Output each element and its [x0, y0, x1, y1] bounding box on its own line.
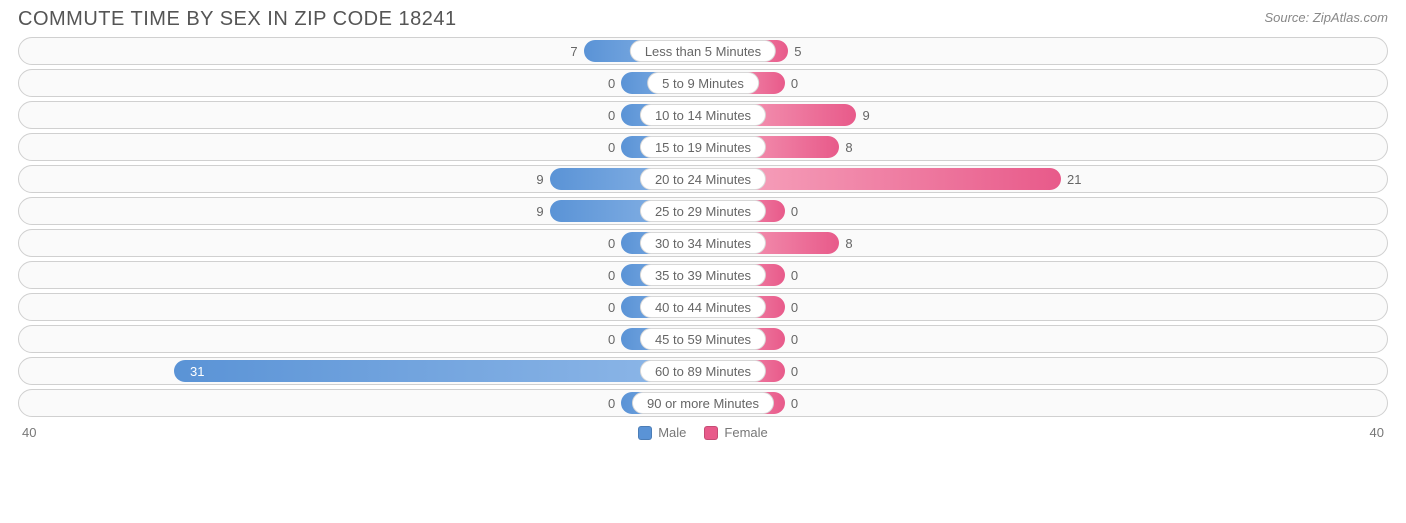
- chart-row: 0 8 15 to 19 Minutes: [18, 133, 1388, 161]
- value-male: 0: [608, 72, 615, 94]
- legend-label-female: Female: [724, 425, 767, 440]
- value-female: 0: [791, 200, 798, 222]
- axis-right-max: 40: [1370, 425, 1384, 440]
- category-label: 25 to 29 Minutes: [640, 200, 766, 222]
- value-male: 0: [608, 264, 615, 286]
- chart-title: COMMUTE TIME BY SEX IN ZIP CODE 18241: [18, 8, 457, 31]
- category-label: 45 to 59 Minutes: [640, 328, 766, 350]
- category-label: 35 to 39 Minutes: [640, 264, 766, 286]
- category-label: 60 to 89 Minutes: [640, 360, 766, 382]
- chart-footer: 40 Male Female 40: [0, 421, 1406, 440]
- chart-row: 7 5 Less than 5 Minutes: [18, 37, 1388, 65]
- chart-row: 0 0 35 to 39 Minutes: [18, 261, 1388, 289]
- legend-item-female: Female: [704, 425, 767, 440]
- chart-body: 7 5 Less than 5 Minutes 0 0 5 to 9 Minutes 0 9 1…: [0, 37, 1406, 417]
- value-male: 0: [608, 328, 615, 350]
- category-label: Less than 5 Minutes: [630, 40, 776, 62]
- value-male: 0: [608, 136, 615, 158]
- value-male: 7: [570, 40, 577, 62]
- bar-male: [174, 360, 703, 382]
- value-male: 0: [608, 296, 615, 318]
- legend-swatch-male: [638, 426, 652, 440]
- legend-swatch-female: [704, 426, 718, 440]
- chart-row: 0 0 40 to 44 Minutes: [18, 293, 1388, 321]
- chart-row: 0 0 5 to 9 Minutes: [18, 69, 1388, 97]
- chart-row: 31 0 60 to 89 Minutes: [18, 357, 1388, 385]
- value-female: 0: [791, 360, 798, 382]
- axis-left-max: 40: [22, 425, 36, 440]
- category-label: 10 to 14 Minutes: [640, 104, 766, 126]
- legend-label-male: Male: [658, 425, 686, 440]
- value-male: 0: [608, 232, 615, 254]
- category-label: 5 to 9 Minutes: [647, 72, 759, 94]
- value-male: 0: [608, 104, 615, 126]
- value-female: 0: [791, 296, 798, 318]
- chart-row: 0 9 10 to 14 Minutes: [18, 101, 1388, 129]
- value-male: 31: [190, 360, 204, 382]
- value-female: 21: [1067, 168, 1081, 190]
- value-female: 8: [845, 136, 852, 158]
- chart-row: 9 0 25 to 29 Minutes: [18, 197, 1388, 225]
- value-male: 0: [608, 392, 615, 414]
- category-label: 15 to 19 Minutes: [640, 136, 766, 158]
- chart-row: 0 8 30 to 34 Minutes: [18, 229, 1388, 257]
- value-female: 8: [845, 232, 852, 254]
- chart-source: Source: ZipAtlas.com: [1264, 8, 1388, 25]
- category-label: 20 to 24 Minutes: [640, 168, 766, 190]
- chart-row: 9 21 20 to 24 Minutes: [18, 165, 1388, 193]
- value-female: 5: [794, 40, 801, 62]
- category-label: 30 to 34 Minutes: [640, 232, 766, 254]
- category-label: 90 or more Minutes: [632, 392, 774, 414]
- value-male: 9: [536, 168, 543, 190]
- value-female: 0: [791, 328, 798, 350]
- value-female: 0: [791, 264, 798, 286]
- value-female: 0: [791, 392, 798, 414]
- legend: Male Female: [638, 425, 768, 440]
- value-female: 9: [862, 104, 869, 126]
- chart-header: COMMUTE TIME BY SEX IN ZIP CODE 18241 So…: [0, 0, 1406, 37]
- value-female: 0: [791, 72, 798, 94]
- value-male: 9: [536, 200, 543, 222]
- chart-row: 0 0 90 or more Minutes: [18, 389, 1388, 417]
- legend-item-male: Male: [638, 425, 686, 440]
- chart-row: 0 0 45 to 59 Minutes: [18, 325, 1388, 353]
- category-label: 40 to 44 Minutes: [640, 296, 766, 318]
